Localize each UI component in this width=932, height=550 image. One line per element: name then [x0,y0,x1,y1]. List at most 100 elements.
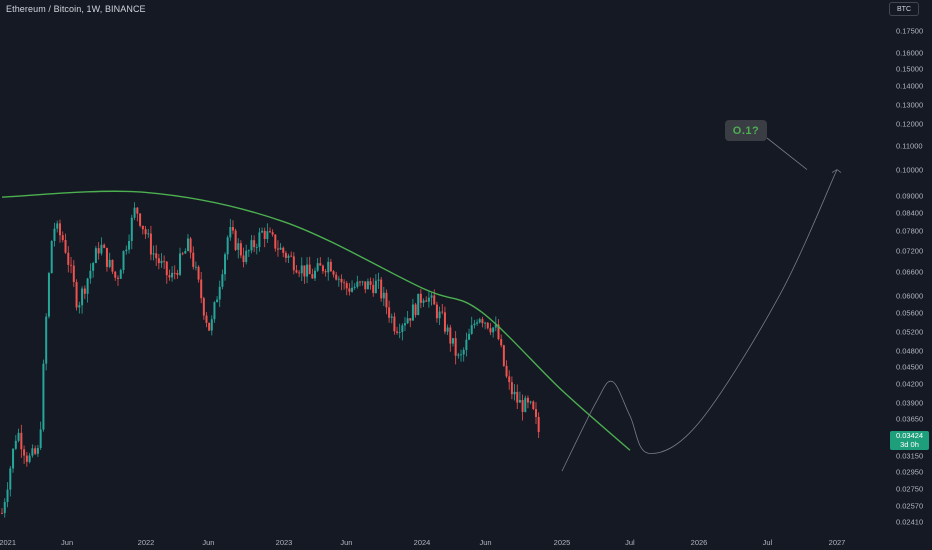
price-tick-label: 0.13000 [896,100,924,110]
candle-body [327,261,330,273]
candle-body [473,323,476,326]
time-tick-label: Jul [762,538,773,547]
candle-body [111,259,114,272]
candle-body [457,354,460,356]
candle-body [454,338,457,356]
candle-body [398,332,401,333]
candle-body [411,304,414,321]
candle-body [269,231,272,233]
candle-body [114,271,117,278]
candle-body [406,318,409,324]
candle-body [14,440,17,449]
currency-button[interactable]: BTC [889,2,919,16]
candle-body [292,256,295,271]
resistance-arc-line[interactable] [1,190,631,451]
candle-body [216,299,219,303]
candle-body [276,248,279,250]
candle-body [103,244,106,248]
price-axis[interactable]: 0.17500 0.16000 0.15000 0.14000 0.13000 0.120… [876,0,932,536]
candle-body [348,288,351,292]
candle-body [266,231,269,240]
candle-body [97,248,100,254]
candle-body [258,232,261,248]
candle-body [358,281,361,283]
time-axis[interactable]: 2021 Jun 2022 Jun 2023 Jun 2024 Jun 2025 Jul 2026 J… [0,536,876,550]
price-tick-label: 0.17500 [896,26,924,36]
candle-body [125,249,128,252]
candle-body [335,274,338,280]
last-price-value: 0.03424 [895,431,924,440]
candle-body [284,252,287,258]
candle-body [242,255,245,262]
candle-body [168,275,171,278]
price-tick-label: 0.11000 [896,141,923,151]
candle-body [497,324,500,340]
candle-body [231,227,234,231]
price-tick-label: 0.02570 [896,501,924,511]
candle-body [221,274,224,287]
candle-body [229,227,232,238]
candle-body [28,455,31,462]
candle-body [25,455,28,462]
price-tick-label: 0.04800 [896,346,924,356]
price-tick-label: 0.03650 [896,414,924,424]
candle-body [61,235,64,240]
candle-body [210,319,213,331]
candle-body [202,298,205,316]
candle-body [443,312,446,332]
time-tick-label: 2025 [553,538,571,547]
candle-body [58,223,61,236]
candle-body [34,448,37,454]
target-arrowhead [831,169,842,173]
candle-body [510,382,513,395]
candle-body [529,401,532,403]
candle-body [521,399,524,412]
candle-body [502,345,505,366]
price-tick-label: 0.02410 [896,517,924,527]
candle-body [478,319,481,323]
candle-body [255,247,258,248]
candle-body [83,288,86,294]
candle-body [353,286,356,288]
candle-body [194,266,197,268]
candle-body [526,397,529,403]
candle-body [139,213,142,226]
price-tick-label: 0.16000 [896,48,924,58]
time-tick-label: 2027 [828,538,846,547]
candle-body [324,271,327,273]
candle-body [364,281,367,290]
candle-body [144,229,147,235]
candle-body [419,293,422,303]
price-tick-label: 0.04500 [896,362,924,372]
candle-body [128,241,131,250]
candle-body [486,322,489,329]
candle-body [9,468,12,490]
candle-body [465,339,468,350]
symbol-title: Ethereum / Bitcoin, 1W, BINANCE [6,4,146,14]
candle-body [508,376,511,383]
candle-body [263,230,266,240]
candlestick-series [1,202,540,518]
candle-body [64,239,67,253]
candle-body [462,349,465,355]
candle-body [133,207,136,218]
candle-body [23,449,26,456]
candle-body [186,238,189,252]
price-tick-label: 0.03150 [896,451,924,461]
candle-body [197,266,200,280]
price-tick-label: 0.14000 [896,81,924,91]
candle-body [356,281,359,287]
target-callout[interactable]: O.1? [725,120,767,141]
candle-body [218,286,221,300]
price-tick-label: 0.02950 [896,467,924,477]
projection-path-line[interactable] [561,169,838,472]
candle-body [388,307,391,318]
last-price-badge: 0.03424 3d 0h [890,431,929,450]
candle-body [306,264,309,277]
price-tick-label: 0.10000 [896,165,924,175]
candle-body [369,281,372,285]
candle-body [181,253,184,255]
candle-body [141,225,144,230]
candle-body [50,240,53,274]
